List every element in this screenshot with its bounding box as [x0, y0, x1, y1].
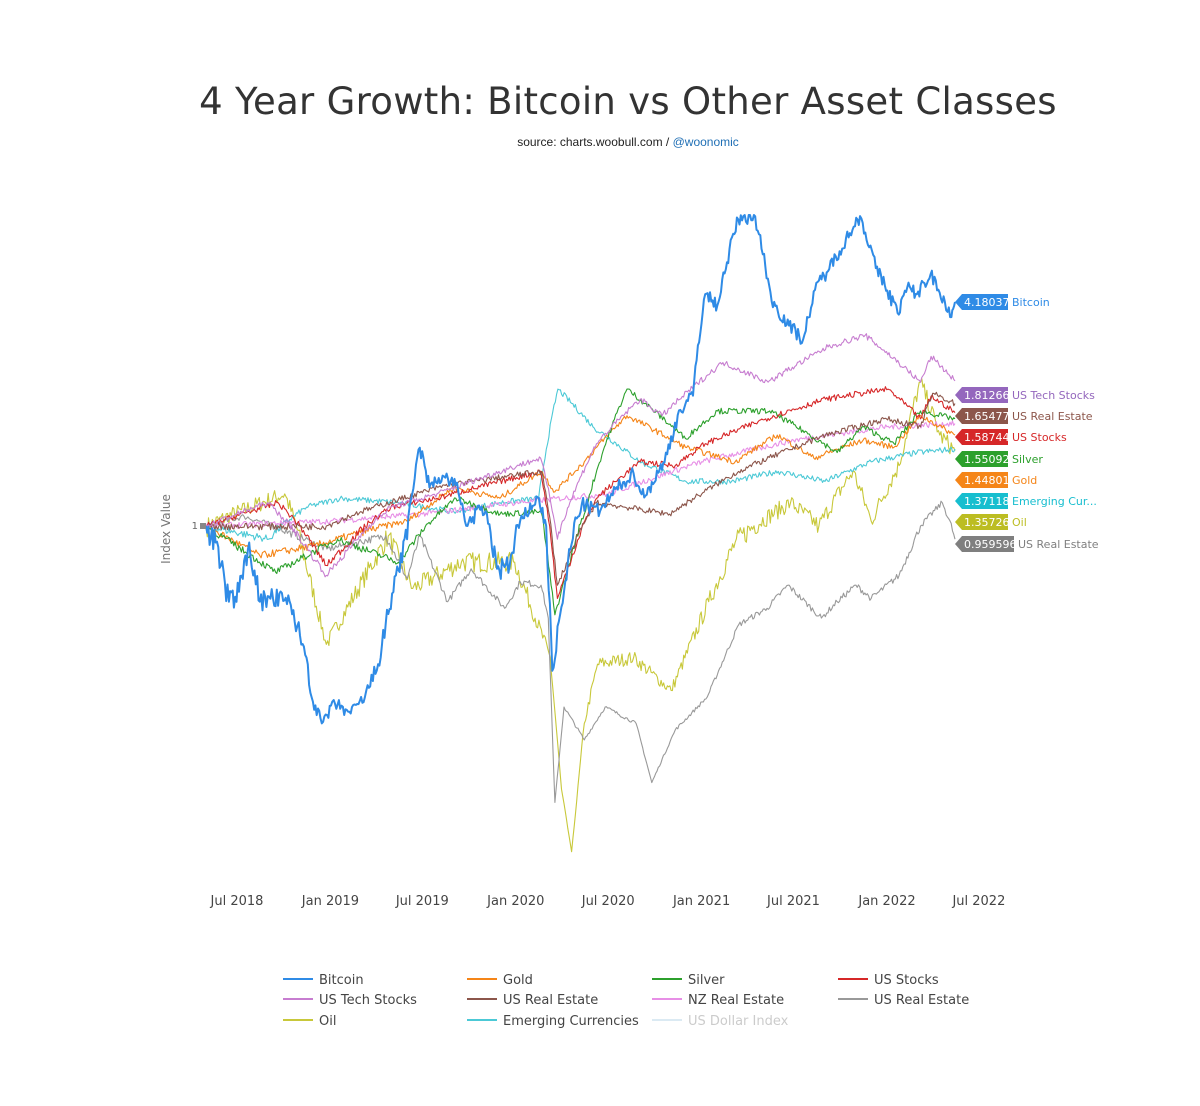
end-label-tag: [955, 451, 1008, 467]
end-label-name: Emerging Cur...: [1012, 495, 1097, 508]
subtitle-link[interactable]: @woonomic: [672, 135, 739, 149]
legend-item-bitcoin[interactable]: Bitcoin: [283, 973, 364, 988]
series-line-us-real-estate[interactable]: [205, 500, 956, 803]
legend-label: US Stocks: [874, 973, 939, 988]
end-label-tag: [955, 536, 1014, 552]
legend-label: Bitcoin: [319, 973, 364, 988]
y-tick-label: 1: [192, 521, 198, 532]
end-label-name: Oil: [1012, 516, 1027, 529]
y-axis: Index Value 1: [159, 494, 206, 564]
series-line-emerging-currencies[interactable]: [205, 388, 956, 542]
end-label-name: Gold: [1012, 474, 1037, 487]
end-label-name: Bitcoin: [1012, 296, 1050, 309]
end-label-tag: [955, 493, 1008, 509]
end-label-value: 1.58744: [964, 431, 1010, 444]
end-label-tag: [955, 514, 1008, 530]
end-label-emerging-cur-: 1.37118 Emerging Cur...: [955, 493, 1097, 509]
chart-title: 4 Year Growth: Bitcoin vs Other Asset Cl…: [199, 80, 1057, 123]
x-axis: Jul 2018 Jan 2019 Jul 2019 Jan 2020 Jul 2020…: [210, 894, 1006, 909]
x-tick-label: Jul 2022: [951, 894, 1005, 909]
end-label-bitcoin: 4.18037 Bitcoin: [955, 294, 1050, 310]
legend-item-nz-real-estate[interactable]: NZ Real Estate: [652, 993, 784, 1008]
legend-label: Gold: [503, 973, 533, 988]
end-label-us-real-estate: 0.959596 US Real Estate: [955, 536, 1099, 552]
end-label-us-tech-stocks: 1.81266 US Tech Stocks: [955, 387, 1095, 403]
legend-item-silver[interactable]: Silver: [652, 973, 725, 988]
legend-item-us-stocks[interactable]: US Stocks: [838, 973, 939, 988]
legend-label: Emerging Currencies: [503, 1014, 639, 1029]
chart-subtitle: source: charts.woobull.com / @woonomic: [0, 135, 1200, 149]
legend-label: NZ Real Estate: [688, 993, 784, 1008]
legend-label: Silver: [688, 973, 725, 988]
end-label-value: 1.81266: [964, 389, 1010, 402]
legend-label: US Real Estate: [503, 993, 598, 1008]
subtitle-source: source: charts.woobull.com /: [517, 135, 673, 149]
end-label-value: 1.37118: [964, 495, 1010, 508]
legend-item-emerging-currencies[interactable]: Emerging Currencies: [467, 1014, 639, 1029]
end-label-us-real-estate: 1.65477 US Real Estate: [955, 408, 1093, 424]
end-label-tag: [955, 472, 1008, 488]
series-line-oil[interactable]: [205, 378, 956, 853]
series-line-us-stocks[interactable]: [205, 386, 956, 599]
legend-label: US Dollar Index: [688, 1014, 789, 1029]
series-line-bitcoin[interactable]: [205, 214, 956, 725]
legend-item-us-dollar-index[interactable]: US Dollar Index: [652, 1014, 789, 1029]
x-tick-label: Jul 2020: [581, 894, 635, 909]
x-tick-label: Jan 2020: [486, 894, 544, 909]
end-label-gold: 1.44801 Gold: [955, 472, 1037, 488]
end-label-value: 1.35726: [964, 516, 1010, 529]
legend-item-us-real-estate[interactable]: US Real Estate: [838, 993, 969, 1008]
end-label-tag: [955, 408, 1008, 424]
end-label-tag: [955, 429, 1008, 445]
series-line-gold[interactable]: [206, 414, 956, 559]
legend-label: Oil: [319, 1014, 336, 1029]
x-tick-label: Jul 2021: [766, 894, 820, 909]
legend-item-us-tech-stocks[interactable]: US Tech Stocks: [283, 993, 417, 1008]
series-line-us-real-estate[interactable]: [205, 391, 956, 586]
legend-item-gold[interactable]: Gold: [467, 973, 533, 988]
end-label-oil: 1.35726 Oil: [955, 514, 1027, 530]
end-label-value: 1.55092: [964, 453, 1010, 466]
y-axis-label: Index Value: [159, 494, 173, 564]
x-tick-label: Jan 2021: [672, 894, 730, 909]
end-label-name: US Real Estate: [1012, 410, 1093, 423]
legend-label: US Real Estate: [874, 993, 969, 1008]
end-label-tag: [955, 294, 1008, 310]
end-label-silver: 1.55092 Silver: [955, 451, 1043, 467]
legend-item-oil[interactable]: Oil: [283, 1014, 336, 1029]
y-tick-marker: [200, 523, 206, 529]
end-label-value: 1.44801: [964, 474, 1010, 487]
end-label-name: Silver: [1012, 453, 1043, 466]
end-label-value: 0.959596: [964, 538, 1017, 551]
x-tick-label: Jul 2018: [210, 894, 264, 909]
end-label-name: US Tech Stocks: [1012, 389, 1095, 402]
x-tick-label: Jul 2019: [395, 894, 449, 909]
legend[interactable]: Bitcoin Gold Silver US Stocks US Tech Stocks…: [283, 973, 969, 1029]
end-label-name: US Stocks: [1012, 431, 1067, 444]
end-label-name: US Real Estate: [1018, 538, 1099, 551]
legend-item-us-real-estate[interactable]: US Real Estate: [467, 993, 598, 1008]
series-line-silver[interactable]: [205, 388, 956, 616]
x-tick-label: Jan 2019: [301, 894, 359, 909]
legend-label: US Tech Stocks: [319, 993, 417, 1008]
end-label-tag: [955, 387, 1008, 403]
end-label-us-stocks: 1.58744 US Stocks: [955, 429, 1067, 445]
end-label-value: 4.18037: [964, 296, 1010, 309]
end-label-value: 1.65477: [964, 410, 1010, 423]
series-line-us-tech-stocks[interactable]: [205, 333, 956, 578]
plot-area[interactable]: [205, 214, 956, 853]
x-tick-label: Jan 2022: [857, 894, 915, 909]
